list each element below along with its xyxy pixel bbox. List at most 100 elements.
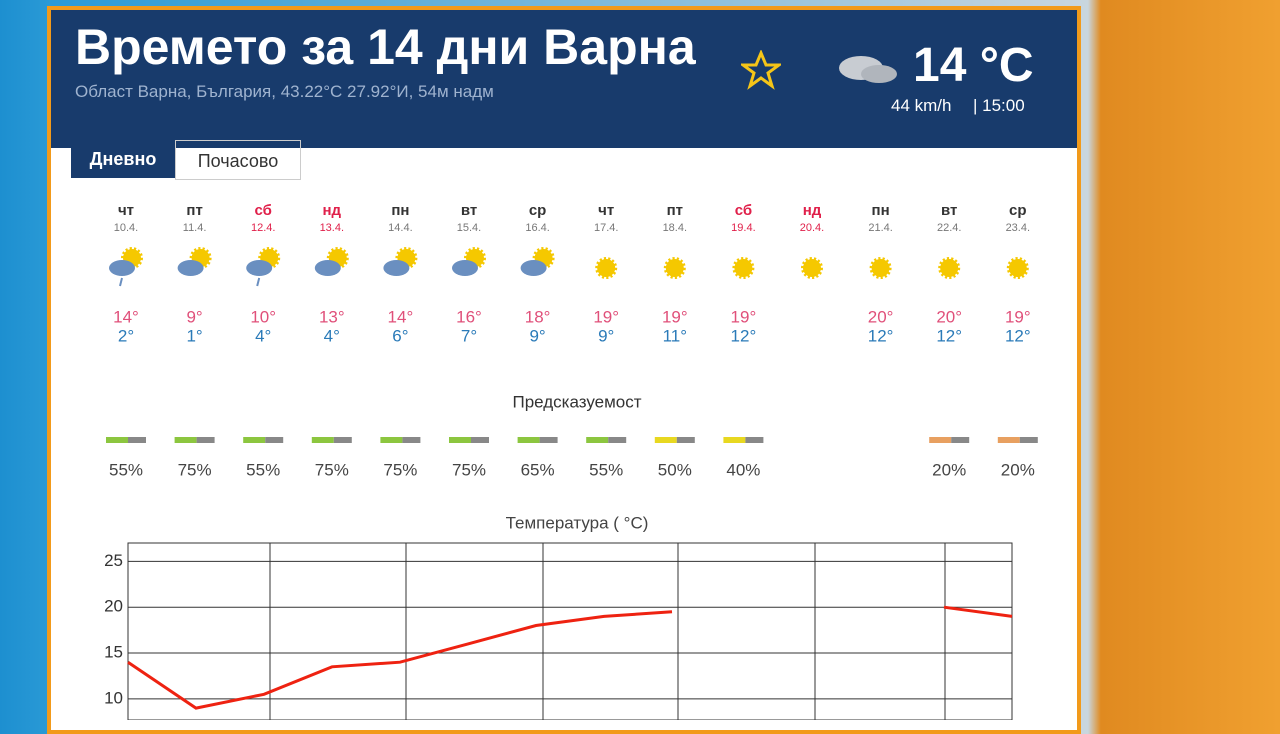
day-date: 20.4. <box>800 222 824 234</box>
day-date: 17.4. <box>594 222 618 234</box>
low-temp: 12° <box>731 326 757 345</box>
predictability-bar <box>449 437 471 443</box>
predictability-bar <box>517 437 540 443</box>
sun <box>801 257 823 279</box>
predictability-value: 55% <box>246 460 280 479</box>
day-name: пт <box>667 202 683 219</box>
predictability-bar-rest <box>539 437 558 443</box>
high-temp: 19° <box>593 307 619 326</box>
day-name: пн <box>391 202 409 219</box>
sun <box>595 257 618 279</box>
day-date: 23.4. <box>1006 222 1030 234</box>
predictability-label: Предсказуемост <box>512 392 641 411</box>
predictability-bar <box>997 437 1020 443</box>
wind: 44 km/h <box>891 96 952 115</box>
day-name: нд <box>803 202 822 219</box>
predictability-bar-rest <box>128 437 146 443</box>
sun <box>1006 257 1029 279</box>
predictability-bar <box>929 437 952 443</box>
cloud <box>452 260 478 276</box>
weather-icon <box>177 247 212 276</box>
day-name: пн <box>872 202 890 219</box>
predictability-value: 40% <box>726 460 760 479</box>
day-name: ср <box>1009 202 1027 219</box>
rain <box>119 277 123 287</box>
y-tick-label: 20 <box>104 597 123 616</box>
cloud <box>520 260 547 276</box>
high-temp: 9° <box>186 307 202 326</box>
day-date: 10.4. <box>114 222 138 234</box>
cloud <box>314 260 341 276</box>
day-name: нд <box>323 202 342 219</box>
predictability-value: 75% <box>452 460 486 479</box>
high-temp: 14° <box>113 307 139 326</box>
high-temp: 20° <box>868 307 894 326</box>
low-temp: 7° <box>461 326 477 345</box>
day-name: ср <box>529 202 547 219</box>
high-temp: 20° <box>936 307 962 326</box>
predictability-bar <box>243 437 266 443</box>
weather-icon <box>801 257 823 279</box>
predictability-bar <box>654 437 677 443</box>
weather-icon <box>109 247 143 287</box>
day-name: пт <box>186 202 202 219</box>
weather-icon <box>663 257 686 279</box>
cloud <box>246 260 273 276</box>
low-temp: 11° <box>663 326 687 345</box>
low-temp: 12° <box>868 326 894 345</box>
predictability-value: 55% <box>109 460 143 479</box>
weather-icon <box>938 257 961 279</box>
cloud <box>383 260 410 276</box>
day-date: 22.4. <box>937 222 961 234</box>
low-temp: 12° <box>1005 326 1031 345</box>
y-tick-label: 10 <box>104 688 123 707</box>
day-name: вт <box>461 202 477 219</box>
weather-icon <box>452 247 486 276</box>
day-date: 12.4. <box>251 222 275 234</box>
day-name: сб <box>254 202 271 219</box>
cloud-icon <box>839 56 897 83</box>
high-temp: 16° <box>456 307 482 326</box>
day-date: 16.4. <box>525 222 549 234</box>
weather-icon <box>595 257 618 279</box>
low-temp: 6° <box>392 326 408 345</box>
low-temp: 12° <box>936 326 962 345</box>
predictability-bar-rest <box>333 437 352 443</box>
day-name: чт <box>118 202 134 219</box>
low-temp: 2° <box>118 326 134 345</box>
favorite-star[interactable] <box>741 50 781 90</box>
predictability-value: 65% <box>521 460 555 479</box>
cloud <box>177 260 204 276</box>
predictability-bar <box>106 437 128 443</box>
predictability-bar-rest <box>608 437 627 443</box>
predictability-value: 50% <box>658 460 692 479</box>
sun <box>663 257 686 279</box>
y-tick-label: 15 <box>104 643 123 662</box>
predictability-bar-rest <box>265 437 284 443</box>
chart-title: Температура ( °C) <box>506 513 649 532</box>
weather-icon <box>520 247 555 276</box>
predictability-value: 55% <box>589 460 623 479</box>
predictability-bar <box>723 437 746 443</box>
predictability-value: 20% <box>932 460 966 479</box>
predictability-value: 75% <box>178 460 212 479</box>
tab-hourly[interactable]: Почасово <box>175 140 301 180</box>
predictability-bar <box>586 437 609 443</box>
day-name: вт <box>941 202 957 219</box>
predictability-bar-rest <box>471 437 489 443</box>
predictability-bar <box>174 437 197 443</box>
low-temp: 4° <box>255 326 271 345</box>
temp-line <box>127 605 1013 710</box>
weather-icon <box>246 247 281 287</box>
low-temp: 1° <box>186 326 202 345</box>
day-date: 18.4. <box>663 222 687 234</box>
low-temp: 9° <box>529 326 545 345</box>
day-name: чт <box>598 202 614 219</box>
day-date: 15.4. <box>457 222 481 234</box>
high-temp: 14° <box>388 307 414 326</box>
tab-daily[interactable]: Дневно <box>71 140 175 178</box>
cloud <box>109 260 135 276</box>
weather-icon <box>1006 257 1029 279</box>
